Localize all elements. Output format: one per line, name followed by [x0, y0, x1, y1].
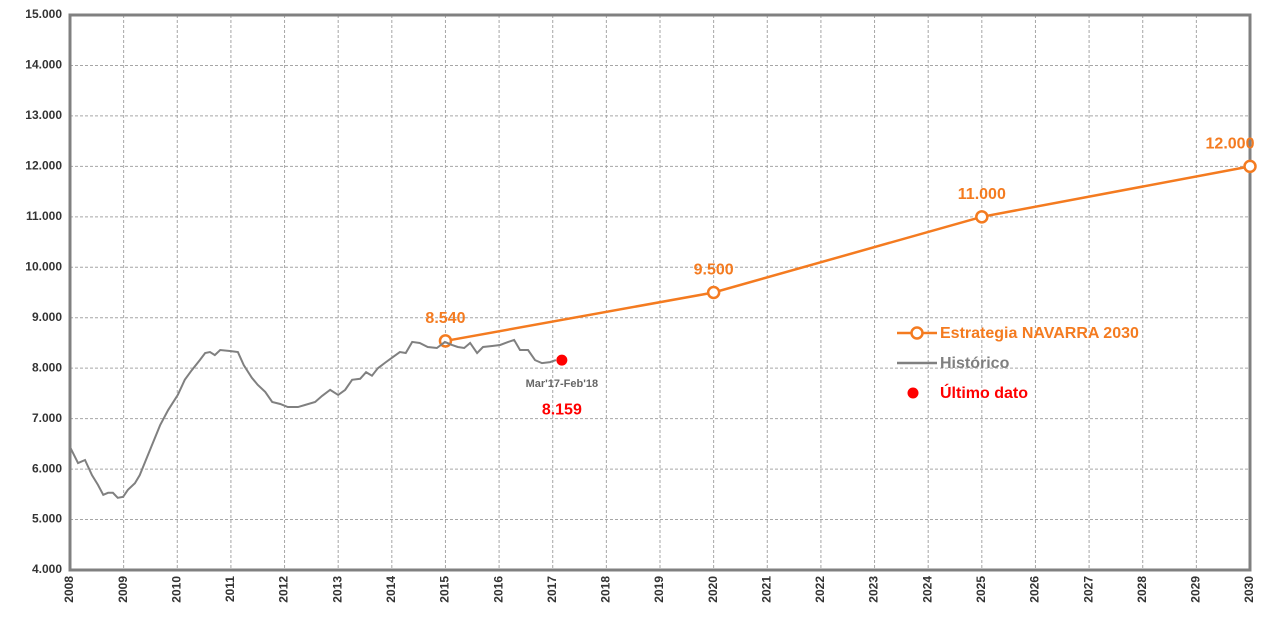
data-label: 8.540: [425, 310, 465, 327]
x-tick-label: 2030: [1242, 576, 1256, 603]
data-label: 12.000: [1206, 136, 1255, 153]
x-tick-label: 2008: [62, 576, 76, 603]
x-tick-label: 2023: [867, 576, 881, 603]
series-line: [69, 338, 557, 499]
y-tick-label: 10.000: [25, 259, 62, 273]
y-tick-label: 14.000: [25, 58, 62, 72]
x-tick-label: 2014: [384, 576, 398, 603]
x-tick-label: 2011: [223, 576, 237, 602]
x-tick-label: 2015: [438, 576, 452, 603]
legend-label: Estrategia NAVARRA 2030: [940, 325, 1139, 342]
x-tick-label: 2025: [974, 576, 988, 603]
point-marker: [1243, 159, 1257, 174]
x-tick-label: 2016: [491, 576, 505, 603]
data-label: 11.000: [958, 186, 1006, 203]
y-tick-label: 7.000: [32, 411, 62, 425]
x-tick-label: 2021: [759, 576, 773, 603]
y-tick-label: 5.000: [32, 512, 62, 526]
x-tick-label: 2012: [277, 576, 291, 603]
y-tick-label: 11.000: [26, 209, 62, 223]
point-marker: [556, 354, 568, 366]
x-tick-label: 2028: [1135, 576, 1149, 603]
x-tick-label: 2010: [169, 576, 183, 603]
y-tick-label: 6.000: [32, 461, 62, 475]
y-tick-label: 12.000: [25, 159, 62, 173]
legend-label: Histórico: [940, 355, 1010, 372]
y-tick-label: 15.000: [25, 7, 62, 21]
x-tick-label: 2019: [652, 576, 666, 603]
point-marker: [975, 210, 989, 224]
y-tick-label: 8.000: [32, 360, 62, 374]
y-tick-label: 4.000: [32, 562, 62, 576]
plot-frame: [68, 13, 1252, 572]
data-label: 8.159: [542, 401, 582, 418]
legend-marker: [910, 326, 924, 340]
point-marker: [706, 285, 721, 300]
x-tick-label: 2027: [1081, 576, 1095, 603]
series-line: [445, 165, 1251, 343]
legend-marker: [907, 387, 919, 399]
x-tick-label: 2022: [813, 576, 827, 603]
legend-label: Último dato: [940, 383, 1028, 402]
y-tick-label: 9.000: [32, 310, 62, 324]
x-tick-label: 2018: [599, 576, 613, 603]
annotation: Mar'17-Feb'18: [526, 378, 598, 390]
x-tick-label: 2029: [1189, 576, 1203, 603]
x-tick-label: 2009: [116, 576, 130, 603]
x-tick-label: 2017: [545, 576, 559, 603]
x-tick-label: 2024: [920, 576, 934, 603]
x-tick-label: 2026: [1028, 576, 1042, 603]
y-tick-label: 13.000: [25, 108, 62, 122]
data-label: 9.500: [694, 262, 734, 279]
x-tick-label: 2013: [330, 576, 344, 603]
x-tick-label: 2020: [706, 576, 720, 603]
